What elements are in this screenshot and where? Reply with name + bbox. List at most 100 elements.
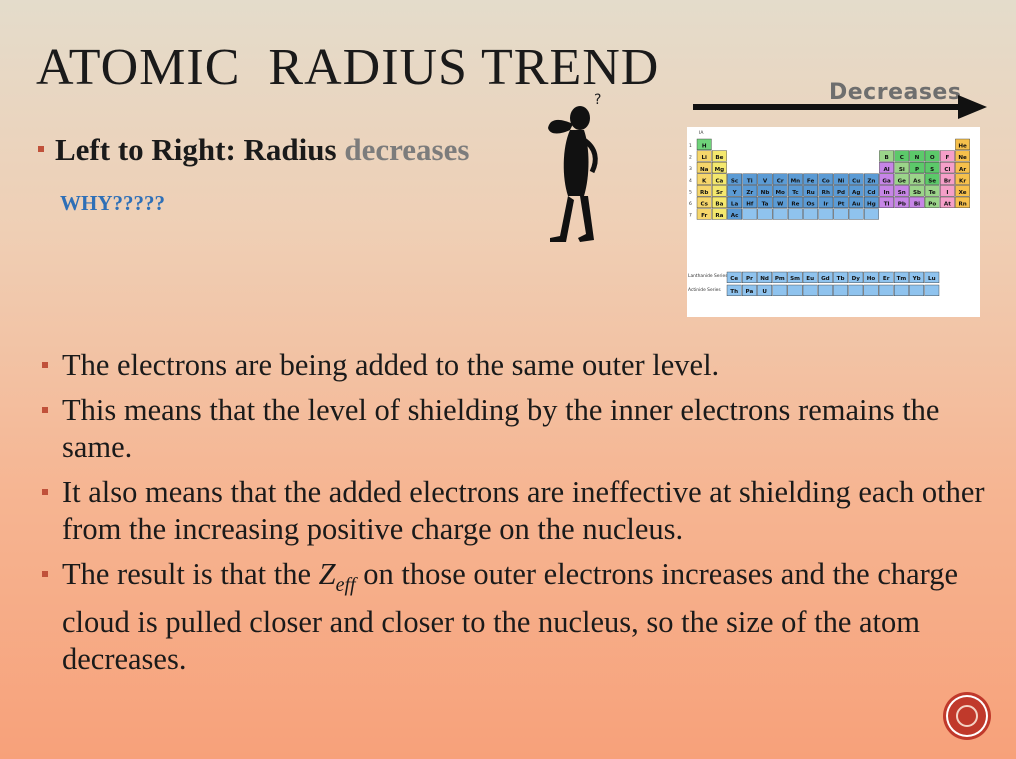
element-cell — [848, 284, 864, 297]
element-cell — [803, 173, 819, 185]
element-cell — [848, 185, 864, 197]
element-symbol: Pm — [775, 276, 785, 282]
element-cell — [833, 196, 849, 209]
element-cell — [727, 208, 743, 220]
element-symbol: Y — [732, 190, 738, 196]
element-symbol: H — [702, 144, 707, 150]
element-symbol: Eu — [806, 276, 814, 282]
element-symbol: Ta — [762, 202, 769, 208]
element-cell — [909, 185, 925, 197]
element-symbol: Hf — [746, 202, 754, 208]
element-symbol: I — [946, 190, 948, 196]
element-symbol: Pt — [838, 202, 845, 208]
element-cell — [757, 185, 773, 197]
element-cell — [833, 208, 849, 220]
actinide-label: Actinide Series — [688, 287, 721, 293]
element-symbol: Ga — [882, 178, 891, 184]
element-cell — [817, 271, 833, 284]
period-label: 2 — [689, 155, 692, 161]
subtitle-highlight: decreases — [344, 132, 470, 167]
element-cell — [772, 185, 788, 197]
element-cell — [909, 284, 924, 297]
element-symbol: Mo — [775, 190, 785, 196]
element-cell — [924, 150, 940, 162]
element-cell — [696, 173, 712, 185]
element-cell — [757, 284, 773, 297]
element-cell — [924, 284, 940, 297]
subtitle-prefix: Left to Right: Radius — [55, 132, 345, 167]
element-symbol: Zr — [746, 190, 753, 196]
element-symbol: Na — [700, 167, 709, 173]
element-cell — [772, 196, 788, 209]
element-symbol: F — [945, 155, 949, 161]
periodic-table-image: IA 1 H He 2 Li Be B C N O F Ne 3 Na Mg Al Si P S Cl Ar 4 K Ca Sc T… — [687, 127, 980, 317]
element-cell — [818, 185, 834, 197]
element-symbol: Cd — [867, 190, 875, 196]
element-symbol: Nb — [761, 190, 770, 196]
subtitle-bullet: Left to Right: Radius decreases — [38, 132, 469, 168]
element-symbol: Fe — [807, 178, 815, 184]
element-symbol: Bi — [914, 202, 920, 208]
element-symbol: Mg — [715, 167, 725, 173]
element-symbol: At — [944, 202, 951, 208]
element-cell — [939, 196, 955, 209]
next-slide-button[interactable] — [946, 695, 988, 737]
element-cell — [924, 185, 940, 197]
element-symbol: N — [915, 155, 920, 161]
element-cell — [696, 208, 712, 220]
element-cell — [696, 162, 712, 174]
element-symbol: Rn — [958, 202, 966, 208]
element-cell — [863, 208, 879, 220]
element-cell — [878, 284, 894, 297]
element-cell — [893, 271, 909, 284]
arrow-label: Decreases — [829, 80, 962, 105]
element-symbol: Ho — [867, 276, 876, 282]
element-symbol: Ti — [747, 178, 753, 184]
element-symbol: Rh — [822, 190, 830, 196]
group-label: IA — [699, 130, 704, 136]
element-symbol: Sr — [716, 190, 723, 196]
bullet-text: The electrons are being added to the sam… — [62, 348, 720, 382]
element-symbol: Sm — [790, 276, 800, 282]
element-symbol: Pr — [746, 276, 753, 282]
element-symbol: P — [915, 167, 919, 173]
element-cell — [863, 196, 879, 209]
element-cell — [909, 196, 925, 209]
element-cell — [802, 284, 818, 297]
element-cell — [894, 185, 910, 197]
element-symbol: Ge — [898, 178, 907, 184]
element-cell — [712, 208, 727, 220]
element-symbol: Dy — [852, 276, 861, 282]
bullet-item: It also means that the added electrons a… — [42, 474, 1002, 548]
element-cell — [712, 173, 727, 185]
element-cell — [924, 162, 940, 174]
element-cell — [772, 173, 788, 185]
zeff-symbol: Z — [318, 557, 336, 591]
bullet-text: It also means that the added electrons a… — [62, 475, 985, 546]
element-symbol: Si — [899, 167, 905, 173]
element-symbol: Fr — [701, 213, 707, 219]
element-cell — [742, 271, 757, 284]
element-cell — [727, 185, 743, 197]
element-cell — [727, 196, 743, 209]
right-arrow-icon — [693, 95, 987, 119]
element-symbol: Lu — [928, 276, 936, 282]
element-cell — [955, 173, 970, 185]
bullet-item: The electrons are being added to the sam… — [42, 347, 1002, 384]
element-cell — [696, 196, 712, 209]
bullet-text-after: on those outer electrons increases and t… — [62, 557, 959, 677]
element-cell — [924, 196, 940, 209]
element-symbol: Au — [852, 202, 860, 208]
element-cell — [848, 208, 864, 220]
element-cell — [939, 150, 955, 162]
element-cell — [894, 150, 910, 162]
bullet-item: This means that the level of shielding b… — [42, 392, 1002, 466]
element-symbol: Nd — [760, 276, 769, 282]
element-cell — [848, 271, 864, 284]
element-cell — [924, 271, 940, 284]
element-cell — [863, 185, 879, 197]
element-cell — [772, 284, 788, 297]
element-cell — [879, 150, 894, 162]
element-symbol: Tc — [792, 190, 798, 196]
